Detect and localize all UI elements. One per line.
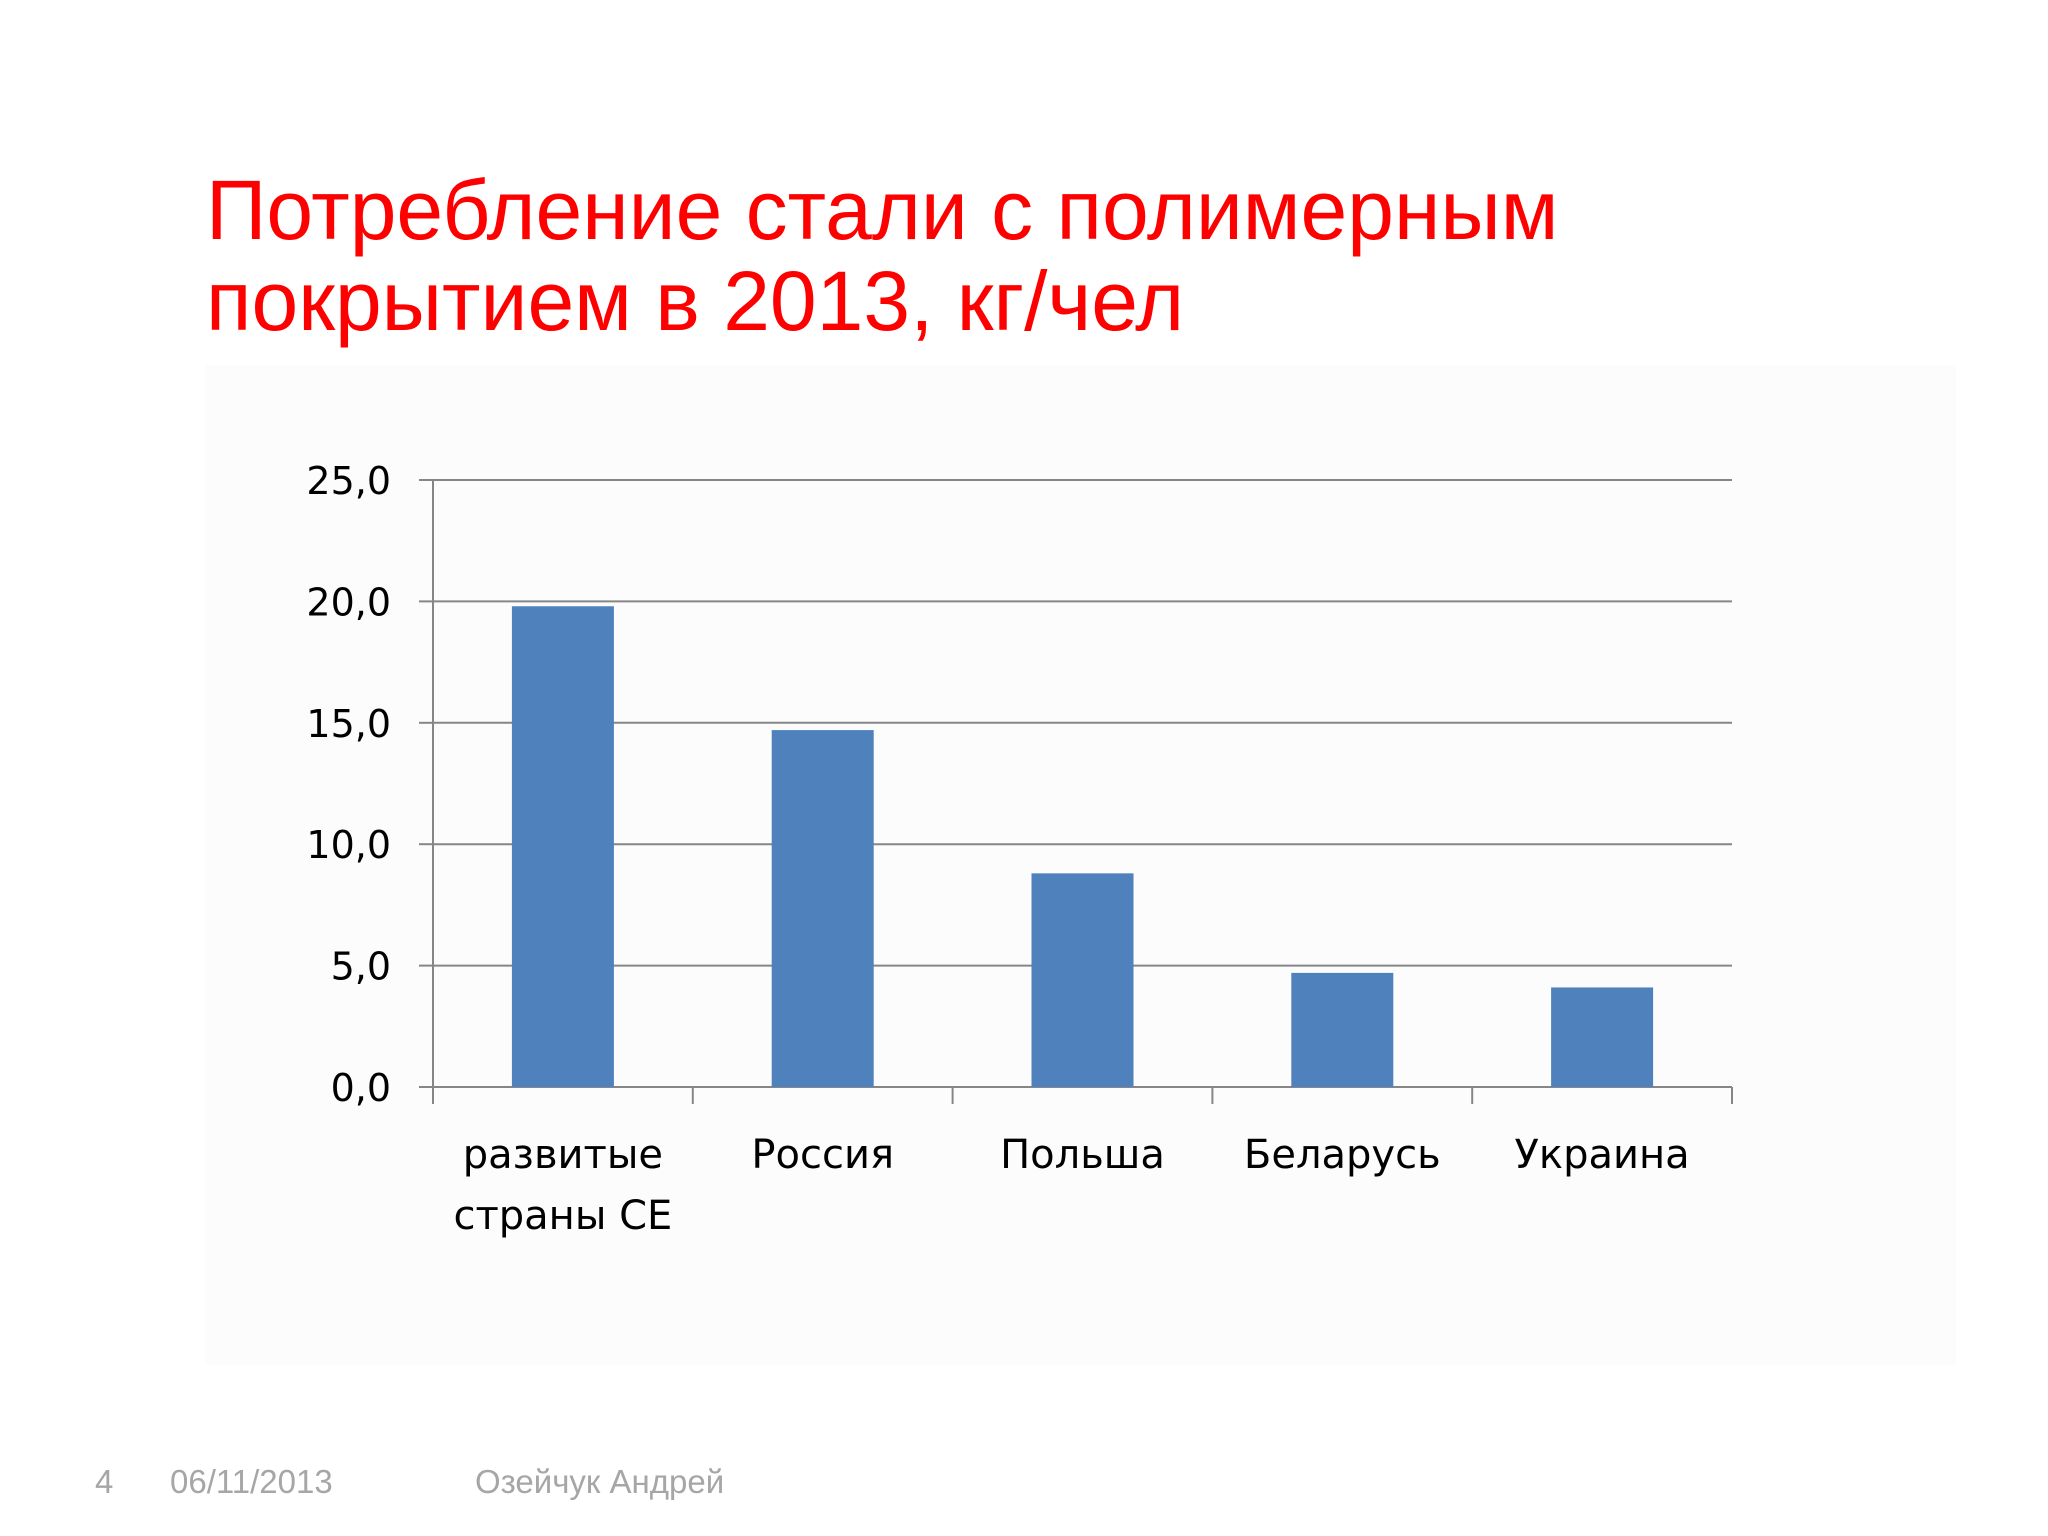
slide-title: Потребление стали с полимерным покрытием… xyxy=(206,165,1906,347)
y-tick-label: 20,0 xyxy=(306,580,391,624)
bar xyxy=(511,606,614,1087)
footer-author: Озейчук Андрей xyxy=(475,1463,725,1500)
x-category-label: развитые xyxy=(463,1132,663,1178)
bar xyxy=(1551,987,1654,1087)
title-line-1: Потребление стали с полимерным xyxy=(206,163,1559,257)
x-category-label: Россия xyxy=(751,1132,894,1178)
title-line-2: покрытием в 2013, кг/чел xyxy=(206,254,1185,348)
x-category-label: страны CE xyxy=(453,1193,672,1239)
footer-date: 06/11/2013 xyxy=(170,1463,333,1500)
x-category-label: Польша xyxy=(1000,1132,1165,1178)
y-tick-label: 10,0 xyxy=(306,823,391,867)
y-tick-label: 5,0 xyxy=(331,945,391,989)
y-tick-label: 25,0 xyxy=(306,459,391,503)
bar xyxy=(771,730,874,1087)
chart-background xyxy=(206,365,1956,1365)
footer-page-number: 4 xyxy=(95,1463,114,1500)
x-category-label: Украина xyxy=(1515,1132,1690,1178)
y-tick-label: 15,0 xyxy=(306,702,391,746)
y-tick-label: 0,0 xyxy=(331,1066,391,1110)
bar xyxy=(1291,972,1394,1087)
bar xyxy=(1031,873,1134,1087)
x-category-label: Беларусь xyxy=(1244,1132,1441,1178)
